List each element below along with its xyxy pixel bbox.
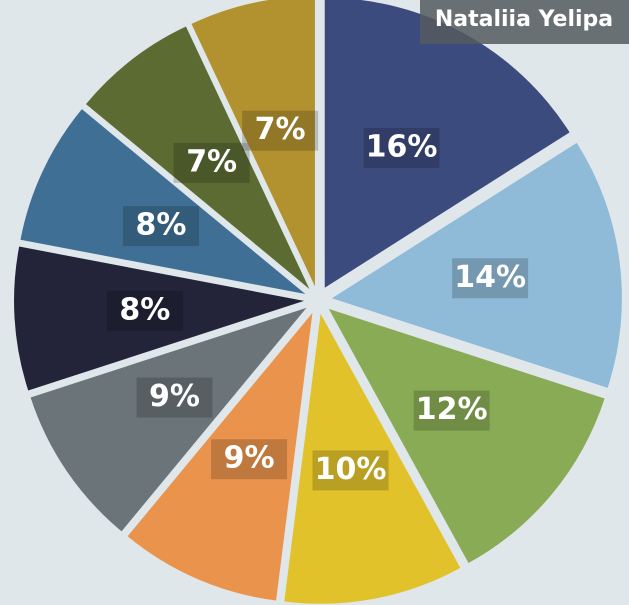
page: {"chart_data": {"type": "pie", "credit":… [0, 0, 629, 605]
value-label: 8% [136, 208, 187, 243]
chart: 16% 14% 12% 10% 9% 9% 8% 8% 7% 7% Nataliia Yelipa [0, 0, 629, 605]
value-label: 12% [416, 392, 488, 427]
value-label: 9% [149, 379, 200, 414]
value-label: 10% [315, 452, 387, 487]
value-label: 7% [255, 112, 306, 147]
value-label: 14% [454, 260, 526, 295]
value-label: 7% [186, 144, 237, 179]
value-label: 9% [224, 441, 275, 476]
credit: Nataliia Yelipa [435, 7, 613, 32]
value-label: 8% [119, 292, 170, 327]
value-label: 16% [366, 129, 438, 164]
